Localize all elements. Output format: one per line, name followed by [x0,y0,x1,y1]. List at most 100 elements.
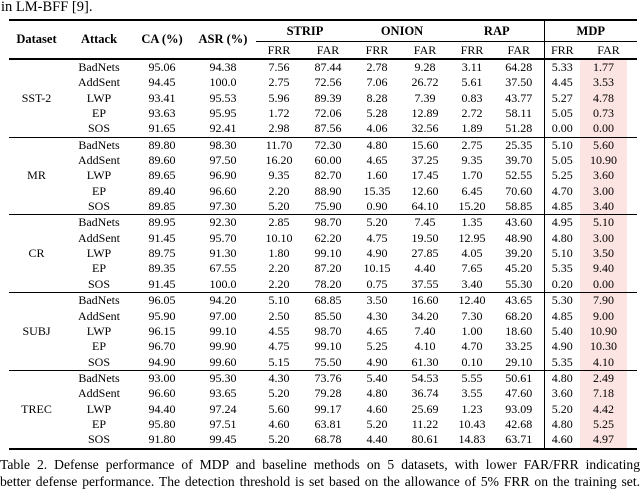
table-row: AddSent 95.90 97.00 2.50 85.50 4.30 34.20 7.30 6… [9,308,637,324]
rap-far-value: 50.61 [494,369,545,387]
rap-far-value: 39.70 [505,153,533,168]
rap-frr-value: 1.35 [450,214,495,231]
mdp-far-value: 7.90 [580,292,638,309]
strip-frr-value: 2.20 [268,276,290,291]
rap-frr-value: 12.40 [450,292,495,309]
asr-value: 92.41 [209,121,237,136]
rap-frr-value: 0.83 [461,90,483,105]
onion-far-value: 25.69 [411,401,439,416]
strip-far-value: 78.20 [314,276,342,291]
onion-frr-value: 4.80 [354,136,401,154]
onion-far-value: 80.61 [411,432,439,447]
asr-value: 97.30 [209,199,237,214]
ca-value: 95.06 [148,60,176,74]
ca-value: 94.40 [148,401,176,416]
mdp-far-value: 9.00 [580,308,637,324]
mdp-far-value: 3.40 [580,199,637,215]
ca-value: 91.45 [148,230,176,245]
results-table: Dataset Attack CA (%) ASR (%) STRIP ONIO… [9,19,638,450]
mdp-far-value: 4.42 [580,401,637,417]
onion-frr-value: 4.75 [366,230,388,245]
rap-frr-value: 5.55 [450,369,495,387]
subheader-rap-far: FAR [494,41,545,60]
strip-far-value: 98.70 [302,214,355,231]
asr-value: 97.50 [209,153,237,168]
strip-frr-value: 4.30 [256,369,302,387]
dataset-label: SUBJ [9,292,64,371]
dataset-label: TREC [9,369,64,449]
mdp-frr-value: 5.10 [543,246,581,262]
onion-frr-value: 5.20 [354,214,401,231]
ca-value: 96.70 [148,339,176,354]
mdp-frr-value: 4.60 [543,432,581,449]
rap-far-value: 18.60 [505,323,533,338]
attack-label: BadNets [64,369,134,387]
dataset-label: MR [9,136,64,215]
rap-far-value: 64.28 [505,60,533,74]
onion-frr-value: 4.40 [366,432,388,447]
mdp-frr-value: 5.35 [543,261,581,277]
asr-value: 96.90 [209,168,237,183]
rap-far-value: 39.20 [505,246,533,261]
strip-frr-value: 5.10 [256,292,302,309]
asr-value: 97.51 [209,416,237,431]
rap-far-value: 45.20 [505,261,533,276]
ca-value: 91.65 [148,121,176,136]
onion-far-value: 34.20 [411,308,439,323]
onion-frr-value: 4.90 [366,246,388,261]
mdp-far-value: 5.25 [580,416,637,433]
mdp-frr-value: 4.70 [543,183,581,200]
mdp-frr-value: 4.85 [543,308,581,324]
ca-value: 95.90 [148,308,176,323]
onion-far-value: 37.25 [411,153,439,168]
table-row: EP 89.40 96.60 2.20 88.90 15.35 12.60 6.45 70.60… [9,183,637,200]
onion-far-value: 61.30 [411,354,439,369]
strip-frr-value: 2.50 [268,308,290,323]
table-row: SOS 89.85 97.30 5.20 75.90 0.90 64.10 15.20 58.8… [9,199,637,215]
table-row: AddSent 94.45 100.0 2.75 72.56 7.06 26.72 5.61 3… [9,75,637,91]
mdp-far-value: 4.10 [580,354,637,371]
onion-frr-value: 8.28 [366,90,388,105]
mdp-frr-value: 5.05 [543,153,581,169]
mdp-far-value: 10.30 [580,339,637,355]
strip-frr-value: 11.70 [256,136,302,154]
attack-label: EP [91,416,106,431]
rap-far-value: 33.25 [505,339,533,354]
onion-far-value: 19.50 [411,230,439,245]
attack-label: BadNets [78,60,120,74]
ca-value: 93.41 [148,90,176,105]
strip-far-value: 72.06 [314,106,342,121]
attack-label: EP [91,106,106,121]
ca-value: 89.80 [134,136,190,154]
rap-far-value: 42.68 [505,416,533,431]
strip-frr-value: 2.98 [268,121,290,136]
asr-value: 97.24 [209,401,237,416]
rap-frr-value: 5.61 [461,75,483,90]
asr-value: 99.10 [209,323,237,338]
strip-far-value: 87.56 [314,121,342,136]
table-header-row-metrics: FRR FAR FRR FAR FRR FAR FRR FAR [9,41,638,60]
rap-frr-value: 7.30 [461,308,483,323]
table-row: LWP 93.41 95.53 5.96 89.39 8.28 7.39 0.83 43.77 5… [9,90,637,107]
mdp-frr-value: 4.95 [543,214,581,231]
attack-label: AddSent [78,153,120,168]
strip-frr-value: 5.20 [268,432,290,447]
onion-frr-value: 7.06 [366,75,388,90]
mdp-far-value: 2.49 [580,369,638,387]
table-row: SOS 91.80 99.45 5.20 68.78 4.40 80.61 14.83 63.7… [9,432,637,449]
table-caption-line-2: better defense performance. The detectio… [0,474,640,490]
attack-label: LWP [86,168,112,183]
group-header-onion: ONION [354,20,451,42]
rap-far-value: 51.28 [505,121,533,136]
asr-value: 95.53 [209,90,237,105]
rap-far-value: 63.71 [505,432,533,447]
col-header-attack: Attack [64,20,134,60]
onion-far-value: 32.56 [411,121,439,136]
onion-frr-value: 4.60 [366,401,388,416]
asr-value: 94.38 [209,60,237,74]
onion-frr-value: 5.28 [366,106,388,121]
strip-far-value: 72.30 [302,136,355,154]
rap-far-value: 58.11 [505,106,533,121]
table-row: LWP 89.65 96.90 9.35 82.70 1.60 17.45 1.70 52.55… [9,168,637,184]
rap-far-value: 47.60 [505,386,533,401]
